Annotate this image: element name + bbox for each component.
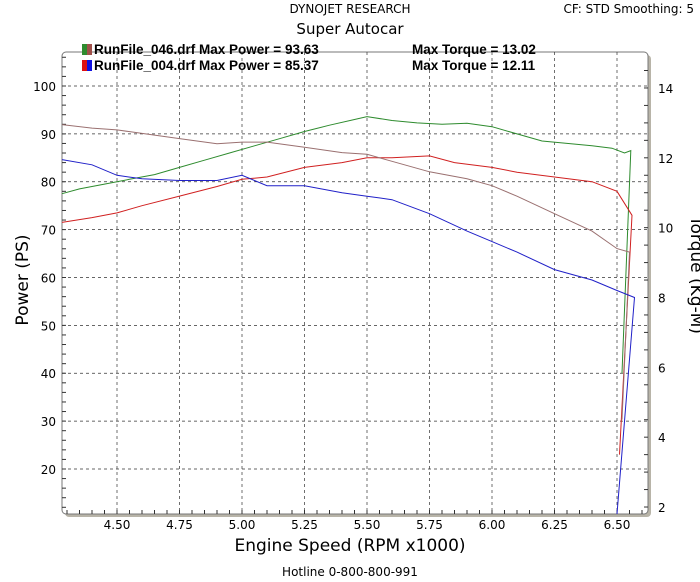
y-axis-label: Power (PS) bbox=[13, 234, 33, 326]
y-tick-label: 70 bbox=[41, 224, 56, 238]
legend-torque: Max Torque = 12.11 bbox=[412, 58, 536, 73]
x-tick-label: 6.25 bbox=[541, 518, 568, 532]
brand-text: DYNOJET RESEARCH bbox=[289, 2, 411, 16]
legend-label: RunFile_004.drf Max Power = 85.37 bbox=[94, 58, 319, 73]
series-line-runfile-046-power bbox=[61, 116, 632, 374]
y2-tick-label: 12 bbox=[658, 152, 673, 166]
series-line-runfile-046-torque bbox=[61, 124, 631, 420]
y-tick-label: 80 bbox=[41, 176, 56, 190]
y-tick-label: 60 bbox=[41, 271, 56, 285]
x-tick-label: 5.75 bbox=[416, 518, 443, 532]
y-tick-label: 40 bbox=[41, 367, 56, 381]
chart-title: Super Autocar bbox=[296, 20, 404, 38]
frame bbox=[61, 51, 649, 515]
x-tick-label: 4.50 bbox=[104, 518, 131, 532]
x-tick-label: 6.00 bbox=[479, 518, 506, 532]
y2-tick-label: 14 bbox=[658, 82, 673, 96]
y-tick-label: 50 bbox=[41, 319, 56, 333]
legend-swatch bbox=[82, 44, 87, 55]
x-tick-label: 5.25 bbox=[291, 518, 318, 532]
legend-torque: Max Torque = 13.02 bbox=[412, 42, 536, 57]
x-axis-label: Engine Speed (RPM x1000) bbox=[234, 536, 466, 556]
x-tick-label: 5.00 bbox=[229, 518, 256, 532]
y-tick-label: 30 bbox=[41, 415, 56, 429]
x-tick-label: 6.50 bbox=[604, 518, 631, 532]
y2-tick-label: 4 bbox=[658, 431, 666, 445]
y2-tick-label: 2 bbox=[658, 501, 666, 515]
y2-axis-label: Torque (Kg-M) bbox=[686, 216, 700, 335]
series-line-runfile-004-power bbox=[61, 155, 633, 455]
y2-tick-label: 6 bbox=[658, 361, 666, 375]
legend-swatch bbox=[82, 60, 87, 71]
series-line-runfile-004-torque bbox=[61, 159, 636, 515]
settings-text: CF: STD Smoothing: 5 bbox=[563, 2, 694, 16]
x-tick-label: 5.50 bbox=[354, 518, 381, 532]
footer-hotline: Hotline 0-800-800-991 bbox=[282, 565, 418, 579]
legend-label: RunFile_046.drf Max Power = 93.63 bbox=[94, 42, 319, 57]
legend-item-004: RunFile_004.drf Max Power = 85.37 Max Tor… bbox=[82, 58, 535, 73]
y-tick-label: 100 bbox=[33, 80, 56, 94]
y-tick-label: 90 bbox=[41, 128, 56, 142]
legend-item-046: RunFile_046.drf Max Power = 93.63 Max Tor… bbox=[82, 42, 536, 57]
legend-swatch bbox=[87, 60, 92, 71]
legend-swatch bbox=[87, 44, 92, 55]
y2-tick-label: 10 bbox=[658, 222, 673, 236]
y2-tick-label: 8 bbox=[658, 291, 666, 305]
y-tick-label: 20 bbox=[41, 463, 56, 477]
x-tick-label: 4.75 bbox=[166, 518, 193, 532]
